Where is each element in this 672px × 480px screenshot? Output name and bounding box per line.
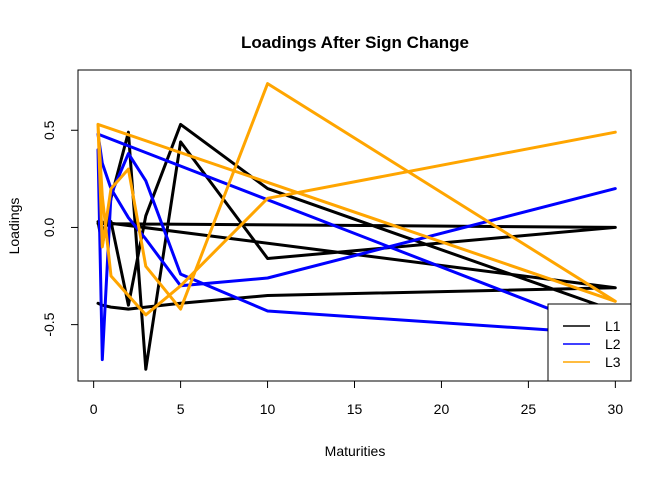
x-tick-label: 10 <box>260 401 276 417</box>
y-tick-label: 0.5 <box>41 120 57 140</box>
x-tick-label: 20 <box>434 401 450 417</box>
legend-label-l1: L1 <box>605 318 621 334</box>
y-axis: -0.5 0.0 0.5 <box>41 120 79 337</box>
series-line-l3 <box>96 82 617 317</box>
x-axis-title: Maturities <box>325 443 386 459</box>
x-tick-label: 5 <box>177 401 185 417</box>
x-axis: 0 5 10 15 20 25 30 <box>90 380 624 417</box>
legend-label-l3: L3 <box>605 354 621 370</box>
series-line-l1 <box>96 122 617 371</box>
y-tick-label: 0.0 <box>41 217 57 237</box>
x-tick-label: 0 <box>90 401 98 417</box>
legend-label-l2: L2 <box>605 336 621 352</box>
y-axis-title: Loadings <box>6 198 22 255</box>
chart-title: Loadings After Sign Change <box>241 33 469 52</box>
x-tick-label: 30 <box>608 401 624 417</box>
legend: L1 L2 L3 <box>547 303 632 382</box>
series-layer <box>96 82 617 371</box>
y-tick-label: -0.5 <box>41 312 57 336</box>
series-line-l2 <box>96 132 617 362</box>
legend-box <box>547 303 632 382</box>
x-tick-label: 25 <box>521 401 537 417</box>
x-tick-label: 15 <box>347 401 363 417</box>
